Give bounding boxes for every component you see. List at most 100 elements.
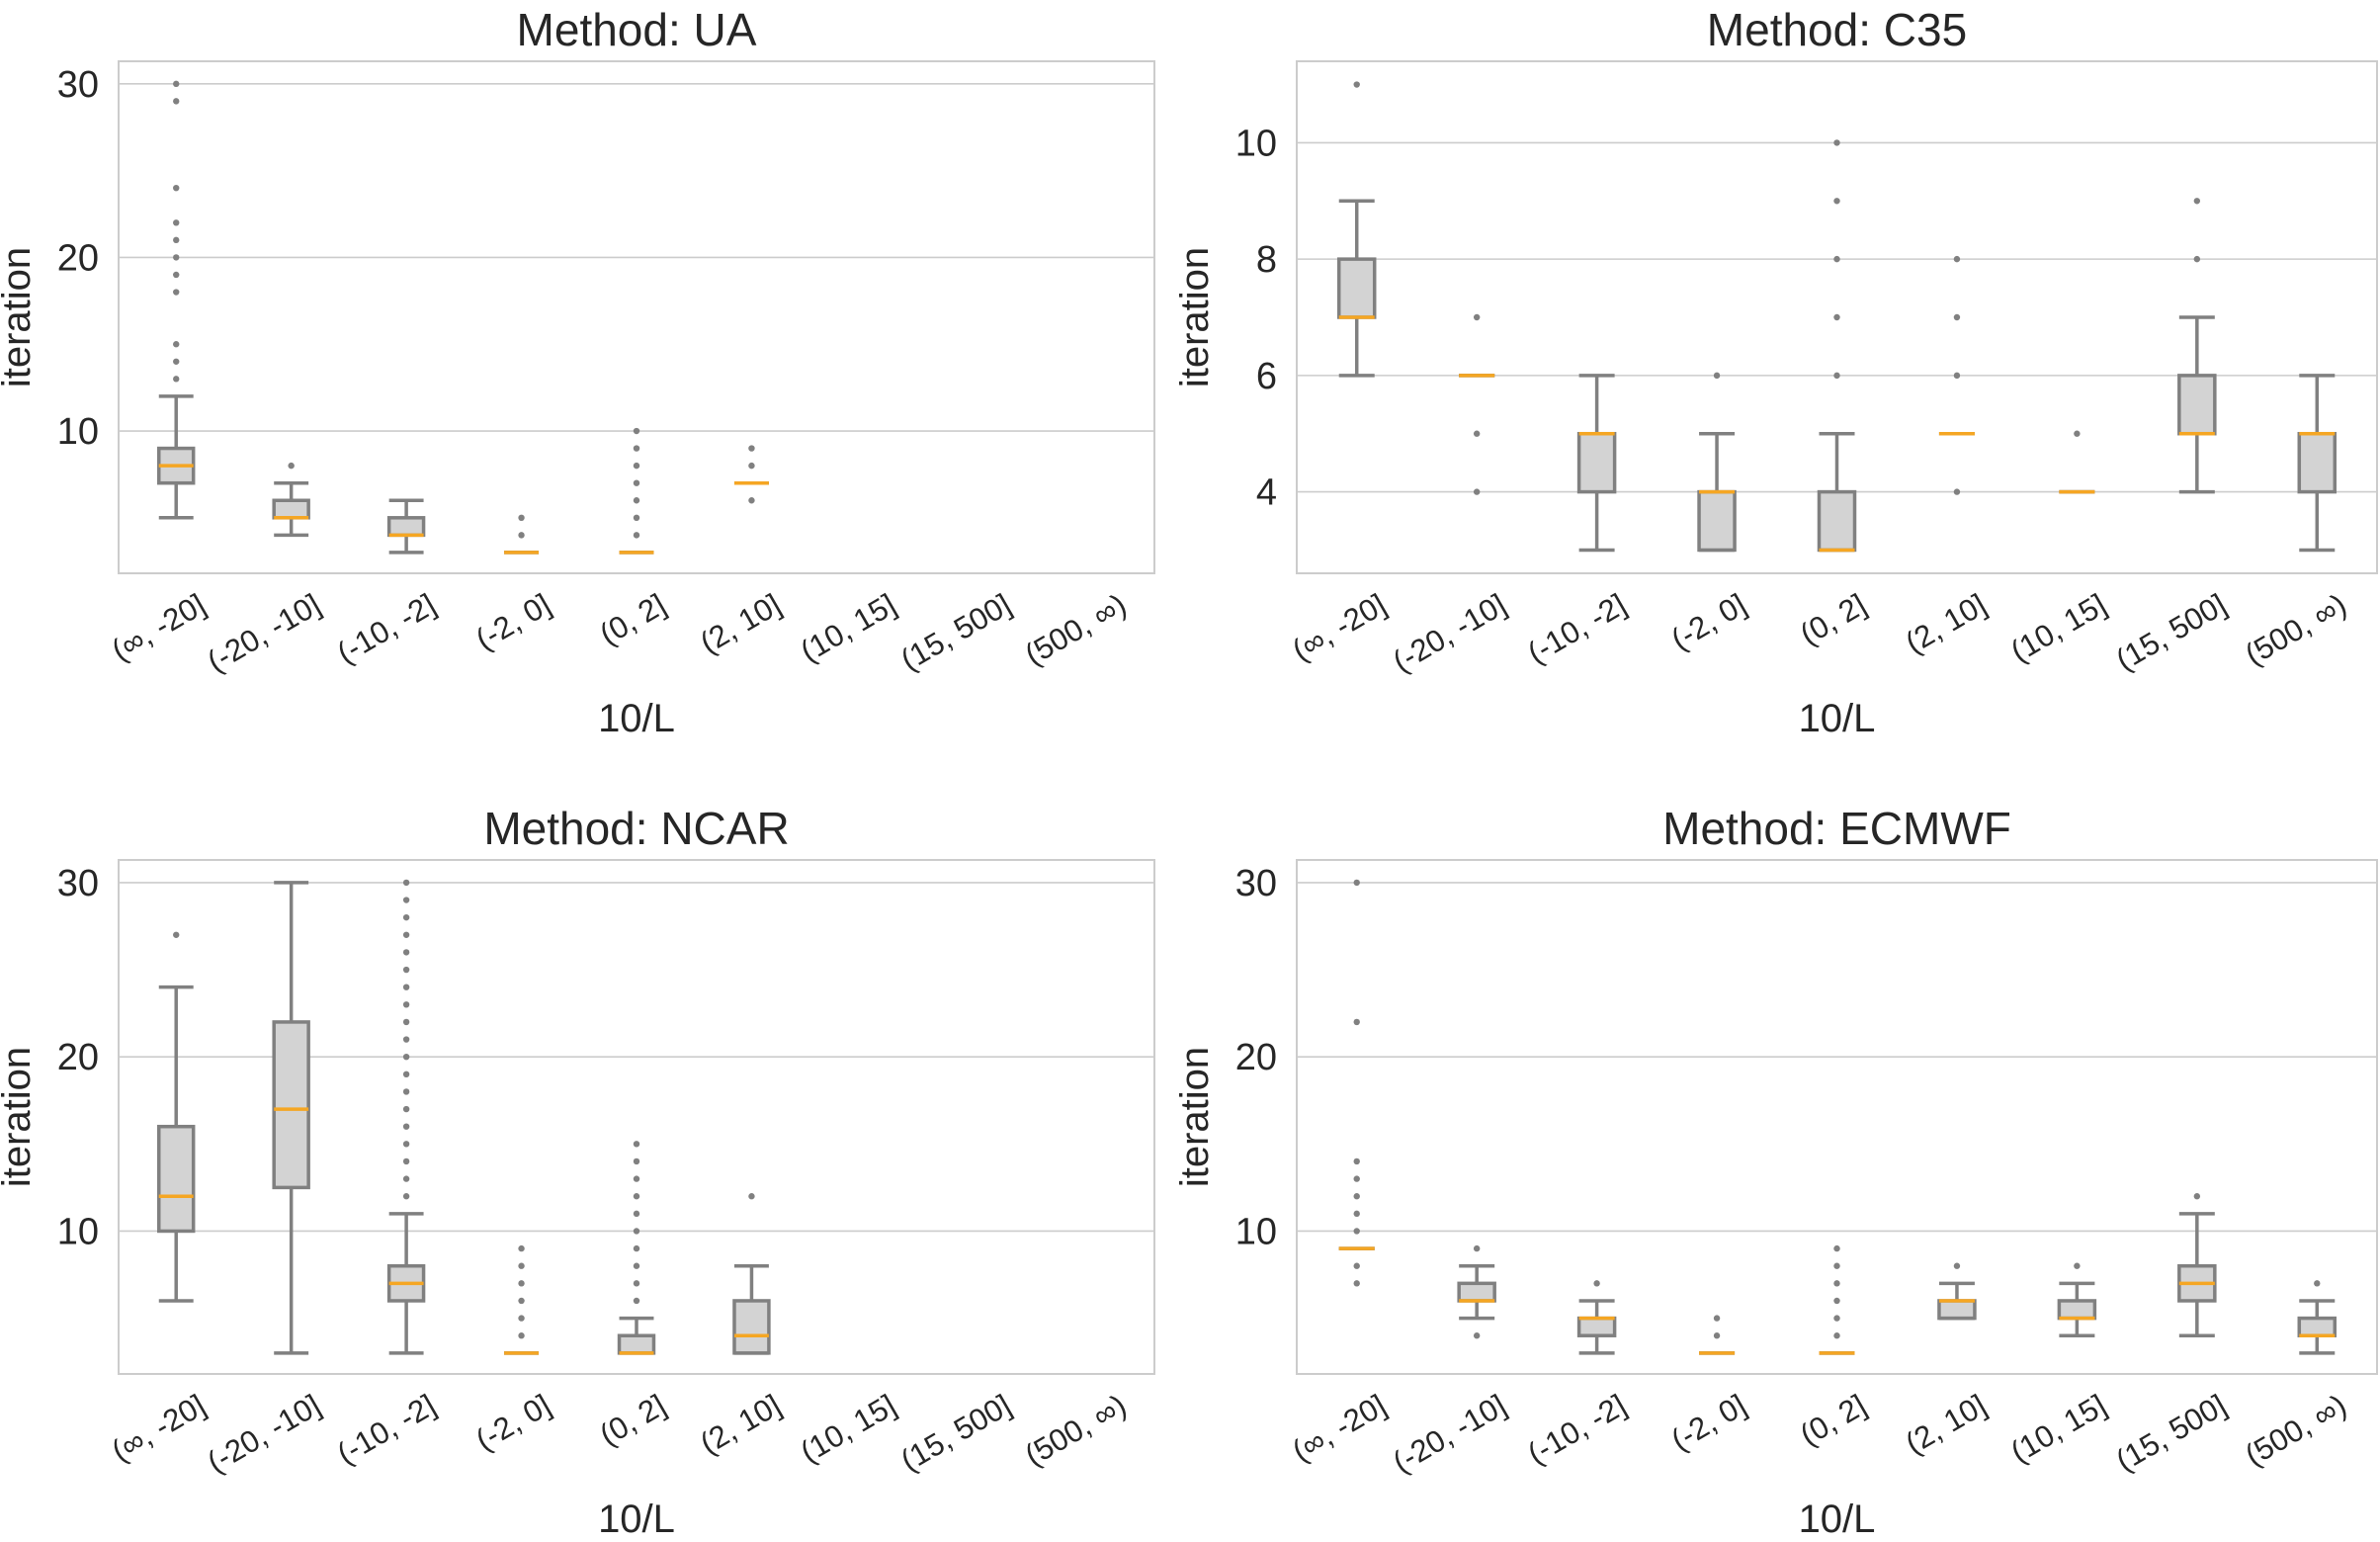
outlier-point: [402, 966, 410, 974]
box-4: [1697, 372, 1737, 553]
box-6: [1937, 1262, 1977, 1321]
x-tick-label: (15, 500]: [2110, 1388, 2232, 1478]
box-8: [2177, 1193, 2217, 1337]
outlier-point: [402, 1123, 410, 1130]
axes-frame: [118, 859, 1155, 1375]
outlier-point: [173, 184, 180, 192]
box-5: [1817, 139, 1857, 553]
outlier-point: [1713, 372, 1721, 380]
outlier-point: [402, 949, 410, 956]
box-3: [1576, 374, 1617, 553]
box-2: [1459, 313, 1495, 495]
outlier-point: [633, 532, 640, 539]
outlier-point: [1353, 1210, 1360, 1218]
x-tick-label: (500, ∞): [2240, 1388, 2352, 1473]
y-tick-label: 30: [1235, 863, 1277, 904]
x-tick-label: (-10, -2]: [1522, 1388, 1632, 1472]
outlier-point: [402, 1105, 410, 1113]
iqr-box: [732, 1299, 771, 1355]
outlier-point: [173, 236, 180, 244]
outlier-point: [402, 1001, 410, 1008]
x-tick-label: (∞, -20]: [1286, 587, 1392, 668]
axes-frame: [1296, 60, 2378, 574]
y-axis-label: iteration: [1173, 247, 1217, 387]
y-tick-label: 30: [57, 64, 99, 106]
box-7: [2057, 1262, 2097, 1337]
box-4: [504, 1244, 540, 1355]
outlier-point: [1953, 372, 1961, 380]
x-tick-label: (∞, -20]: [106, 1388, 212, 1469]
outlier-point: [1353, 1018, 1360, 1026]
outlier-point: [633, 514, 640, 522]
outlier-point: [402, 913, 410, 921]
outlier-point: [1833, 1244, 1840, 1252]
outlier-point: [1833, 255, 1840, 263]
outlier-point: [1833, 139, 1840, 146]
outlier-point: [1473, 1332, 1481, 1339]
outlier-point: [402, 879, 410, 887]
outlier-point: [1953, 313, 1961, 321]
outlier-point: [633, 1297, 640, 1305]
outlier-point: [1833, 1280, 1840, 1287]
iqr-box: [2297, 1316, 2338, 1337]
box-3: [386, 879, 426, 1355]
outlier-point: [2074, 1262, 2081, 1269]
box-3: [1576, 1280, 1617, 1355]
x-tick-label: (-20, -10]: [1387, 1388, 1511, 1480]
chart-panel-3: 10 20 30 (∞, -20](-20, -10] (-10, -2] (-2, 0]…: [0, 803, 1155, 1541]
outlier-point: [1953, 1262, 1961, 1269]
y-axis-label: iteration: [1173, 1047, 1217, 1187]
outlier-point: [748, 1193, 755, 1200]
outlier-point: [633, 1141, 640, 1148]
outlier-point: [518, 1262, 525, 1269]
x-axis-label: 10/L: [1799, 697, 1876, 740]
box-1: [157, 931, 196, 1303]
box-2: [272, 881, 310, 1355]
iqr-box: [1336, 257, 1377, 319]
outlier-point: [173, 289, 180, 296]
x-tick-label: (-2, 0]: [469, 587, 556, 657]
outlier-point: [173, 341, 180, 348]
outlier-point: [633, 1193, 640, 1200]
outlier-point: [1353, 1175, 1360, 1182]
outlier-point: [1473, 430, 1481, 437]
x-axis-label: 10/L: [598, 697, 675, 740]
x-tick-label: (0, 2]: [594, 587, 672, 652]
iqr-box: [1576, 431, 1617, 494]
outlier-point: [633, 1175, 640, 1182]
x-tick-label: (0, 2]: [1794, 1388, 1872, 1453]
box-1: [1336, 81, 1377, 378]
outlier-point: [633, 1244, 640, 1252]
outlier-point: [1473, 488, 1481, 495]
iqr-box: [2177, 374, 2217, 436]
x-tick-label: (10, 15]: [795, 1388, 902, 1470]
x-tick-label: (0, 2]: [1794, 587, 1872, 652]
outlier-point: [1593, 1280, 1600, 1287]
outlier-point: [1353, 1280, 1360, 1287]
outlier-point: [1473, 1244, 1481, 1252]
chart-title: Method: ECMWF: [1662, 803, 2011, 854]
outlier-point: [173, 358, 180, 365]
iqr-box: [1817, 489, 1857, 553]
box-3: [386, 498, 426, 555]
outlier-point: [518, 1280, 525, 1287]
outlier-point: [2193, 1193, 2201, 1200]
x-tick-label: (500, ∞): [2240, 587, 2352, 672]
outlier-point: [2074, 430, 2081, 437]
x-tick-label: (2, 10]: [1900, 587, 1993, 660]
outlier-point: [748, 445, 755, 452]
outlier-point: [1833, 198, 1840, 205]
x-tick-label: (10, 15]: [2004, 587, 2112, 669]
outlier-point: [1353, 1193, 1360, 1200]
outlier-point: [402, 1053, 410, 1061]
x-tick-label: (-20, -10]: [202, 587, 326, 679]
box-4: [1699, 1315, 1736, 1355]
y-tick-label: 20: [57, 1037, 99, 1078]
x-tick-label: (15, 500]: [894, 587, 1016, 677]
chart-title: Method: NCAR: [483, 803, 789, 854]
y-tick-label: 10: [1235, 123, 1277, 164]
outlier-point: [633, 479, 640, 486]
iqr-box: [1576, 1316, 1617, 1337]
outlier-point: [173, 254, 180, 261]
outlier-point: [402, 984, 410, 990]
